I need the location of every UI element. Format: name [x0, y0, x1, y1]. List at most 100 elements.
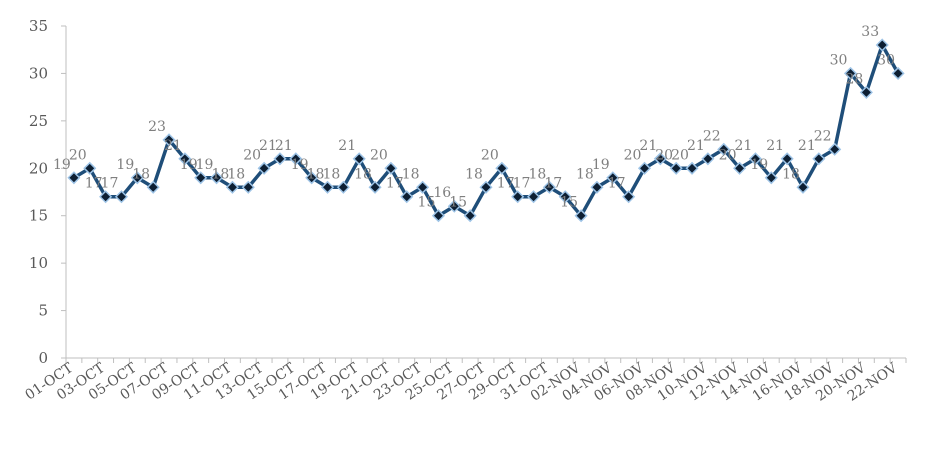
data-label: 18	[212, 166, 230, 182]
data-point	[273, 152, 287, 166]
data-point	[416, 180, 430, 194]
data-point	[400, 190, 414, 204]
data-label: 19	[291, 157, 309, 173]
data-label: 17	[608, 176, 626, 192]
data-label: 18	[465, 166, 483, 182]
data-label: 19	[196, 157, 214, 173]
data-point	[67, 171, 81, 185]
data-point	[812, 152, 826, 166]
data-point	[701, 152, 715, 166]
data-label: 21	[798, 138, 816, 154]
data-label: 19	[750, 157, 768, 173]
data-point	[210, 171, 224, 185]
data-label: 21	[164, 138, 182, 154]
data-point	[606, 171, 620, 185]
data-label: 20	[370, 147, 388, 163]
data-point	[130, 171, 144, 185]
y-tick-label: 10	[29, 254, 48, 272]
y-tick-label: 30	[29, 64, 48, 82]
data-label: 30	[877, 52, 895, 68]
data-point	[796, 180, 810, 194]
data-label: 18	[528, 166, 546, 182]
data-point	[669, 161, 683, 175]
data-point	[542, 180, 556, 194]
data-point	[637, 161, 652, 175]
data-label: 21	[687, 138, 705, 154]
y-tick-label: 35	[29, 17, 48, 35]
data-label: 18	[576, 166, 594, 182]
data-label: 21	[766, 138, 784, 154]
data-point	[590, 180, 604, 194]
data-point	[622, 190, 636, 204]
data-point	[225, 180, 239, 194]
data-label: 18	[354, 166, 372, 182]
data-label: 20	[719, 147, 737, 163]
data-point	[764, 171, 778, 185]
data-point	[653, 152, 667, 166]
data-label: 17	[513, 176, 531, 192]
data-point	[733, 161, 747, 175]
y-tick-label: 25	[29, 112, 48, 130]
data-label: 20	[69, 147, 87, 163]
data-label: 18	[782, 166, 800, 182]
data-point	[83, 161, 97, 175]
data-label: 19	[592, 157, 610, 173]
data-label: 19	[116, 157, 134, 173]
data-label: 30	[830, 52, 848, 68]
data-point	[748, 152, 762, 166]
y-tick-label: 5	[38, 302, 48, 320]
data-label: 19	[53, 157, 71, 173]
data-label: 17	[101, 176, 119, 192]
data-label: 20	[243, 147, 261, 163]
data-point	[463, 209, 477, 223]
data-label: 20	[481, 147, 499, 163]
data-point	[114, 190, 129, 204]
data-label: 17	[544, 176, 562, 192]
data-label: 20	[624, 147, 642, 163]
data-point	[526, 190, 541, 204]
data-point	[146, 180, 160, 194]
data-point	[495, 161, 509, 175]
data-point	[178, 152, 192, 166]
data-label: 17	[85, 176, 103, 192]
data-label: 33	[861, 24, 879, 40]
data-point	[558, 190, 572, 204]
data-label: 21	[639, 138, 657, 154]
data-label: 21	[259, 138, 277, 154]
data-label: 16	[433, 185, 451, 201]
y-tick-label: 0	[38, 349, 48, 367]
data-label: 20	[671, 147, 689, 163]
data-point	[891, 66, 905, 80]
data-label: 18	[322, 166, 340, 182]
data-label: 21	[338, 138, 356, 154]
data-label: 20	[655, 147, 673, 163]
data-label: 22	[814, 128, 832, 144]
data-point	[685, 161, 699, 175]
data-point	[289, 152, 303, 166]
data-point	[447, 199, 461, 213]
data-label: 17	[497, 176, 515, 192]
data-point	[352, 152, 366, 166]
data-point	[99, 190, 113, 204]
data-label: 19	[180, 157, 198, 173]
data-point	[336, 180, 350, 194]
data-point	[384, 161, 398, 175]
data-label: 18	[307, 166, 325, 182]
data-point	[162, 133, 176, 147]
y-tick-label: 20	[29, 159, 48, 177]
data-point	[257, 161, 271, 175]
data-point	[194, 171, 208, 185]
data-point	[574, 209, 588, 223]
data-point	[859, 85, 873, 99]
data-label: 28	[845, 71, 863, 87]
data-point	[368, 180, 382, 194]
data-label: 18	[402, 166, 420, 182]
data-label: 15	[418, 195, 436, 211]
data-point	[780, 152, 794, 166]
data-label: 17	[386, 176, 404, 192]
data-point	[875, 38, 889, 52]
data-point	[241, 180, 255, 194]
data-label: 15	[560, 195, 578, 211]
